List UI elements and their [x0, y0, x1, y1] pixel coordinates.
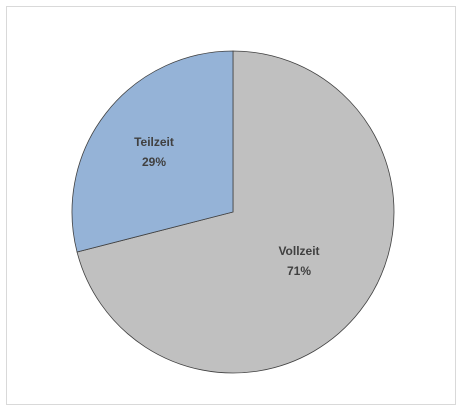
- slice-label-teilzeit-name: Teilzeit: [134, 135, 174, 149]
- pie-slice-teilzeit: [71, 50, 234, 253]
- pie-slices: [71, 50, 395, 374]
- slice-label-teilzeit-percent: 29%: [142, 155, 166, 169]
- pie-slice-vollzeit: [76, 50, 395, 374]
- slice-label-vollzeit: Vollzeit 71%: [278, 244, 319, 278]
- slice-label-teilzeit: Teilzeit 29%: [134, 135, 174, 169]
- slice-label-vollzeit-name: Vollzeit: [278, 244, 319, 258]
- slice-label-vollzeit-percent: 71%: [287, 264, 311, 278]
